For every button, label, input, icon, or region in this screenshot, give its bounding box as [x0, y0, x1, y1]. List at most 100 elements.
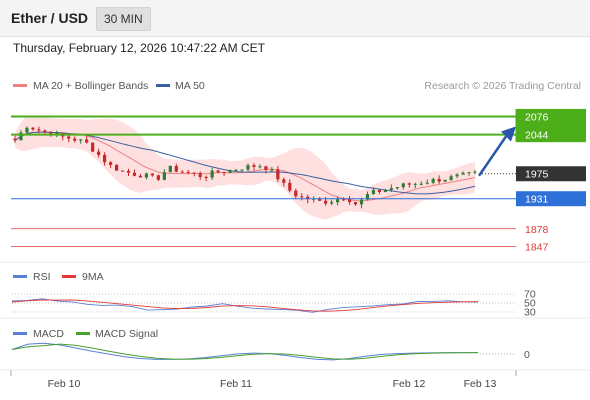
ma20-legend-swatch	[13, 84, 27, 87]
candle-body	[365, 194, 370, 200]
candle-body	[371, 189, 376, 195]
ma50-line	[14, 131, 476, 195]
candle-body	[407, 183, 411, 185]
candle-body	[67, 136, 71, 139]
price-plot	[11, 115, 516, 247]
scenario-arrow-shaft	[477, 135, 508, 177]
candle-body	[162, 172, 166, 180]
candle-body	[19, 132, 23, 141]
macd-line	[11, 342, 478, 361]
rsi-ma-line	[11, 299, 479, 312]
research-credit: Research © 2026 Trading Central	[424, 80, 581, 92]
candle-body	[138, 175, 143, 178]
bollinger-band	[15, 116, 475, 220]
macd-signal-legend-swatch	[76, 332, 90, 335]
header-bar: Ether / USD 30 MIN	[0, 0, 590, 37]
rsi-legend-swatch	[13, 275, 27, 278]
level-label-box	[516, 191, 586, 207]
candle-body	[312, 198, 316, 200]
candle-body	[437, 178, 441, 182]
candle-body	[341, 199, 346, 201]
candle-body	[425, 182, 429, 184]
timeframe-button[interactable]: 30 MIN	[96, 7, 151, 31]
candle-body	[198, 173, 202, 177]
candle-body	[150, 173, 154, 176]
candle-body	[216, 170, 220, 173]
candle-body	[25, 127, 29, 133]
x-tick-label: Feb 10	[48, 378, 81, 390]
rsi-tick-label: 30	[524, 307, 536, 319]
x-axis: Feb 10 Feb 11 Feb 12 Feb 13	[10, 370, 517, 390]
candle-body	[306, 196, 310, 200]
candle-body	[455, 174, 459, 177]
instrument-title: Ether / USD	[11, 10, 89, 26]
candle-body	[144, 173, 149, 178]
resistance-zone-box	[516, 108, 586, 143]
x-tick-label: Feb 13	[464, 378, 497, 390]
candle-body	[31, 127, 35, 130]
candle-body	[79, 139, 83, 141]
candle-body	[389, 188, 393, 190]
candle-body	[228, 169, 232, 173]
candle-body	[449, 176, 453, 180]
candle-body	[383, 189, 387, 193]
candle-body	[324, 200, 328, 204]
candle-body	[246, 165, 250, 170]
candle-body	[473, 171, 477, 173]
candle-body	[126, 170, 131, 173]
candle-body	[108, 162, 113, 165]
candle-body	[353, 202, 358, 205]
timestamp: Thursday, February 12, 2026 10:47:22 AM …	[13, 41, 265, 55]
candle-body	[443, 179, 447, 182]
candle-body	[282, 179, 286, 183]
candle-body	[91, 142, 95, 152]
candle-body	[13, 138, 17, 141]
candle-body	[300, 196, 304, 198]
candle-body	[156, 175, 160, 180]
candle-body	[132, 172, 137, 176]
rsi-line	[11, 298, 479, 313]
candle-body	[258, 166, 262, 168]
candle-body	[270, 169, 274, 171]
candle-body	[234, 169, 238, 171]
candle-body	[401, 183, 405, 188]
candle-body	[37, 129, 41, 131]
level-label-box	[516, 166, 586, 182]
candle-body	[240, 169, 244, 171]
scenario-arrow-head	[501, 126, 516, 142]
ma20-legend-label: MA 20 + Bollinger Bands	[33, 80, 148, 92]
macd-legend-swatch	[13, 332, 27, 335]
rsi-legend-label: RSI	[33, 271, 51, 283]
candle-body	[43, 130, 47, 132]
rsi-tick-label: 50	[524, 298, 536, 310]
candle-body	[336, 199, 340, 203]
level-label: 1975	[525, 169, 549, 181]
candle-body	[49, 131, 53, 136]
resistance-label: 2076	[525, 111, 549, 123]
candle-body	[330, 202, 334, 204]
candle-body	[264, 166, 268, 170]
candle-body	[186, 171, 190, 173]
candle-body	[192, 172, 196, 174]
macd-tick-label: 0	[524, 349, 530, 361]
candle-body	[85, 139, 89, 143]
candle-body	[294, 190, 298, 197]
candle-body	[252, 165, 256, 167]
ma50-legend-swatch	[156, 84, 170, 87]
resistance-label: 2044	[525, 130, 549, 142]
candle-body	[204, 176, 208, 178]
candle-body	[377, 189, 382, 193]
macd-legend-label: MACD	[33, 328, 64, 340]
rsi-ma-legend-label: 9MA	[82, 271, 104, 283]
rsi-tick-label: 70	[524, 289, 536, 301]
candle-body	[103, 154, 107, 163]
candle-body	[180, 171, 184, 173]
candle-body	[461, 172, 465, 175]
candle-body	[413, 183, 417, 185]
x-tick-label: Feb 11	[220, 378, 252, 390]
macd-signal-line	[11, 343, 479, 360]
candle-body	[467, 172, 471, 174]
candle-body	[431, 178, 435, 183]
